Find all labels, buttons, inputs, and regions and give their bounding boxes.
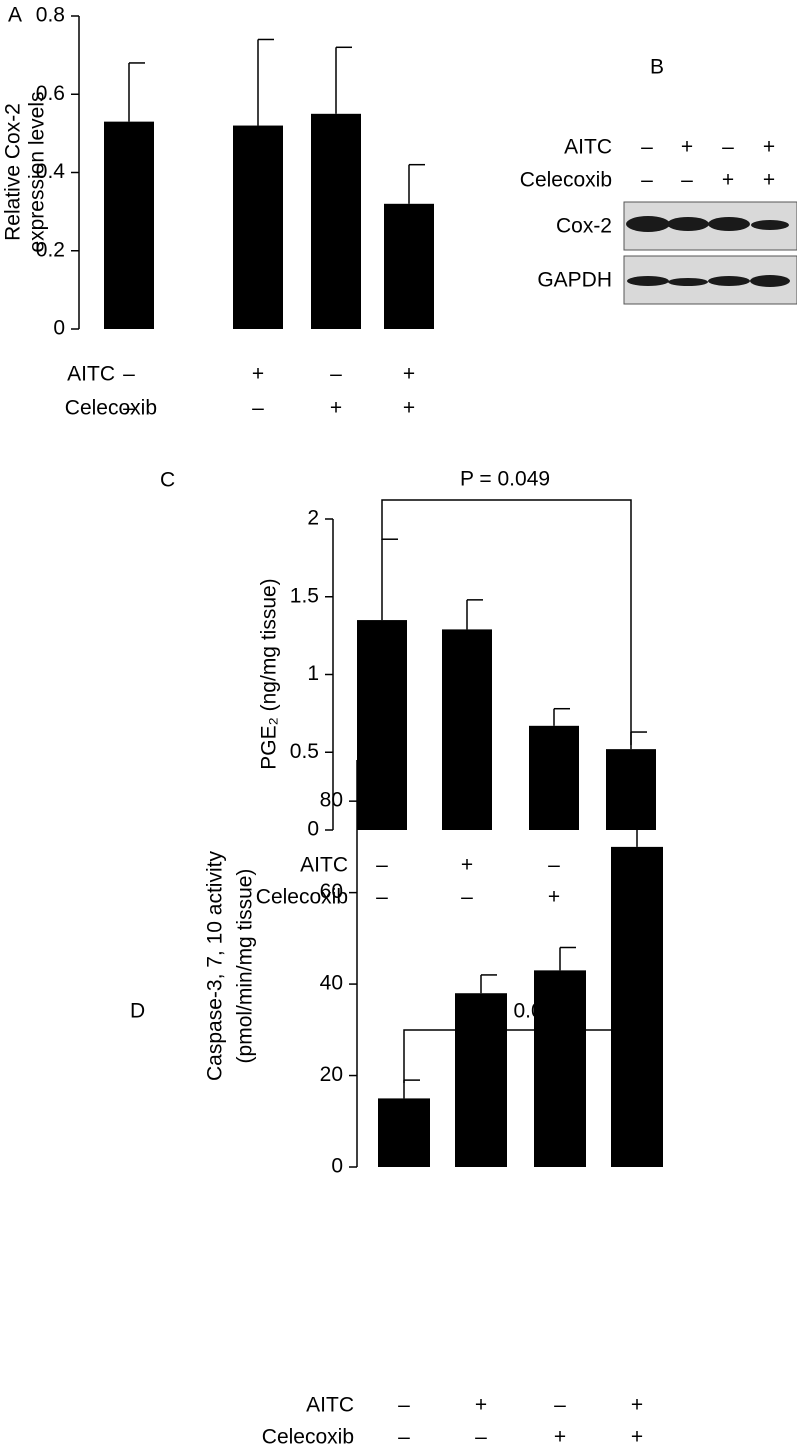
- condition-label: AITC: [67, 363, 115, 386]
- condition-label: Celecoxib: [65, 397, 157, 420]
- y-tick-label: 0.6: [36, 82, 65, 105]
- condition-sign: +: [548, 886, 560, 909]
- condition-label: AITC: [300, 854, 348, 877]
- condition-sign: –: [461, 886, 473, 909]
- annotation: P = 0.049: [460, 468, 550, 491]
- condition-sign: –: [252, 397, 264, 420]
- y-tick-label: 0: [331, 1155, 343, 1178]
- y-tick-label: 20: [320, 1063, 343, 1086]
- condition-sign: +: [763, 169, 775, 192]
- panel-label: D: [130, 1000, 145, 1023]
- y-tick-label: 0.2: [36, 238, 65, 261]
- bar: [311, 113, 361, 329]
- condition-sign: +: [763, 136, 775, 159]
- blot-row-label: GAPDH: [537, 269, 612, 292]
- y-tick-label: 0: [307, 818, 319, 841]
- y-tick-label: 0.4: [36, 160, 66, 183]
- bar: [606, 749, 656, 830]
- blot-bands: [626, 216, 790, 287]
- condition-sign: –: [641, 136, 653, 159]
- bar: [529, 725, 579, 830]
- condition-sign: –: [681, 169, 693, 192]
- condition-sign: +: [461, 854, 473, 877]
- y-tick-label: 60: [320, 880, 343, 903]
- bar: [455, 993, 507, 1167]
- condition-sign: –: [330, 363, 342, 386]
- condition-sign: +: [475, 1394, 487, 1417]
- y-tick-label: 1: [307, 662, 319, 685]
- y-axis-label: PGE₂ (ng/mg tissue): [258, 578, 281, 769]
- blot-row-label: Cox-2: [556, 215, 612, 238]
- bar: [442, 629, 492, 830]
- condition-sign: –: [398, 1394, 410, 1417]
- condition-label: AITC: [564, 136, 612, 159]
- y-tick-label: 0.8: [36, 4, 65, 27]
- y-tick-label: 1.5: [290, 584, 319, 607]
- condition-label: Celecoxib: [256, 886, 348, 909]
- bar: [357, 620, 407, 830]
- panel-label: B: [650, 56, 664, 79]
- condition-sign: –: [123, 363, 135, 386]
- bar: [378, 1098, 430, 1167]
- bar: [384, 203, 434, 329]
- condition-sign: +: [403, 363, 415, 386]
- condition-label: Celecoxib: [520, 169, 612, 192]
- y-axis-label: Caspase-3, 7, 10 activity: [204, 851, 227, 1081]
- condition-sign: –: [398, 1426, 410, 1449]
- condition-sign: –: [376, 854, 388, 877]
- bar: [104, 121, 154, 329]
- condition-sign: –: [554, 1394, 566, 1417]
- y-axis-label: Relative Cox-2: [2, 103, 25, 241]
- condition-sign: +: [403, 397, 415, 420]
- significance-bracket: [403, 1029, 638, 1083]
- significance-bracket: [381, 499, 632, 745]
- condition-sign: +: [631, 1426, 643, 1449]
- y-tick-label: 80: [320, 789, 343, 812]
- bar: [233, 125, 283, 329]
- condition-sign: +: [330, 397, 342, 420]
- y-tick-label: 2: [307, 507, 319, 530]
- panel-label: A: [8, 4, 22, 27]
- bar: [534, 970, 586, 1167]
- bar: [611, 846, 663, 1167]
- condition-sign: +: [252, 363, 264, 386]
- condition-sign: –: [641, 169, 653, 192]
- condition-sign: +: [681, 136, 693, 159]
- condition-sign: +: [554, 1426, 566, 1449]
- condition-sign: –: [376, 886, 388, 909]
- y-tick-label: 0: [53, 317, 65, 340]
- condition-sign: –: [722, 136, 734, 159]
- y-axis-label: (pmol/min/mg tissue): [234, 869, 257, 1064]
- condition-sign: –: [123, 397, 135, 420]
- condition-label: Celecoxib: [262, 1426, 354, 1449]
- panel-label: C: [160, 469, 175, 492]
- condition-sign: +: [631, 1394, 643, 1417]
- y-tick-label: 0.5: [290, 740, 319, 763]
- condition-sign: –: [548, 854, 560, 877]
- condition-sign: +: [722, 169, 734, 192]
- annotation: P = 0.002: [476, 1000, 566, 1023]
- condition-sign: –: [475, 1426, 487, 1449]
- y-axis-label: expression levels: [26, 91, 49, 252]
- condition-label: AITC: [306, 1394, 354, 1417]
- y-tick-label: 40: [320, 972, 343, 995]
